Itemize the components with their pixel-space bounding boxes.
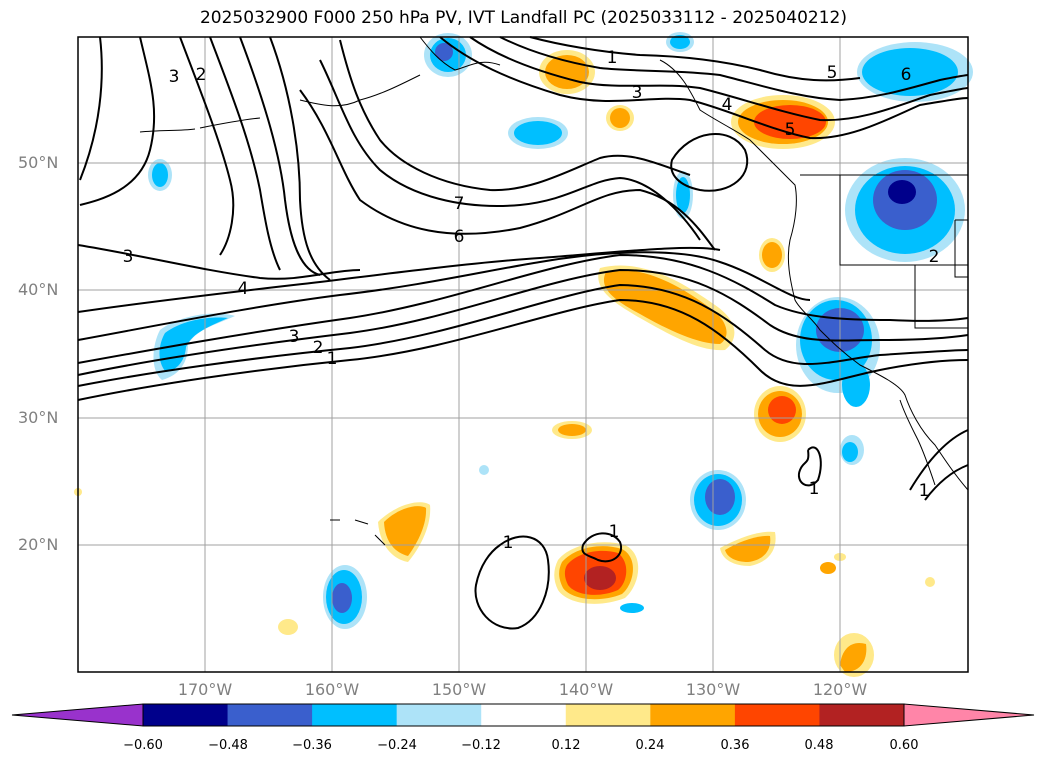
colorbar-tick: −0.36 (292, 738, 332, 753)
contour-label: 2 (929, 247, 940, 267)
colorbar-tick: −0.48 (208, 738, 248, 753)
shaded-anomalies (74, 32, 973, 677)
contour-label: 6 (454, 227, 465, 247)
colorbar-tick: 0.24 (635, 738, 665, 753)
contour-label: 7 (454, 194, 465, 214)
plot-title: 2025032900 F000 250 hPa PV, IVT Landfall… (199, 8, 847, 28)
lon-label: 130°W (685, 680, 741, 699)
lon-label: 120°W (812, 680, 868, 699)
colorbar-tick: 0.36 (720, 738, 750, 753)
colorbar-segment (312, 704, 398, 726)
colorbar-tick: −0.12 (461, 738, 501, 753)
lon-label: 160°W (304, 680, 360, 699)
lon-label: 170°W (177, 680, 233, 699)
contour-label: 3 (123, 247, 134, 267)
contour-label: 5 (827, 63, 838, 83)
contour-label: 2 (313, 338, 324, 358)
colorbar-segment (819, 704, 905, 726)
contour-label: 3 (289, 327, 300, 347)
lat-label: 40°N (18, 280, 59, 299)
colorbar-tick: 0.48 (804, 738, 834, 753)
contour-label: 5 (785, 120, 796, 140)
contour-label: 4 (722, 95, 733, 115)
contour-label: 2 (196, 65, 207, 85)
map-frame (77, 36, 969, 673)
colorbar-extend-high (903, 703, 1035, 727)
contour-labels: 3 2 3 4 7 6 3 2 1 1 3 4 5 5 6 1 1 1 2 1 (123, 48, 940, 553)
lat-label: 30°N (18, 408, 59, 427)
colorbar-segment (565, 704, 651, 726)
colorbar-tick: −0.24 (377, 738, 417, 753)
contour-label: 1 (607, 48, 618, 68)
contour-label: 1 (809, 479, 820, 499)
colorbar (11, 703, 1035, 727)
contour-label: 1 (327, 349, 338, 369)
colorbar-segment (650, 704, 736, 726)
colorbar-frame (142, 703, 905, 727)
pv-contours (77, 36, 969, 630)
lon-label: 150°W (431, 680, 487, 699)
colorbar-tick: 0.12 (551, 738, 581, 753)
colorbar-segment (396, 704, 482, 726)
colorbar-segment (143, 704, 229, 726)
colorbar-extend-low (11, 703, 144, 727)
contour-label: 1 (919, 481, 930, 501)
contour-label: 3 (632, 83, 643, 103)
colorbar-tick: −0.60 (123, 738, 163, 753)
contour-label: 6 (901, 65, 912, 85)
coastlines (139, 36, 969, 546)
colorbar-segment (227, 704, 313, 726)
contour-label: 3 (169, 67, 180, 87)
contour-label: 1 (503, 533, 514, 553)
colorbar-segment (481, 704, 567, 726)
colorbar-segment (734, 704, 820, 726)
contour-label: 1 (609, 522, 620, 542)
lat-label: 50°N (18, 153, 59, 172)
colorbar-tick: 0.60 (889, 738, 919, 753)
colorbar-segments (11, 703, 1035, 727)
contour-label: 4 (238, 279, 249, 299)
lat-label: 20°N (18, 535, 59, 554)
lon-label: 140°W (558, 680, 614, 699)
